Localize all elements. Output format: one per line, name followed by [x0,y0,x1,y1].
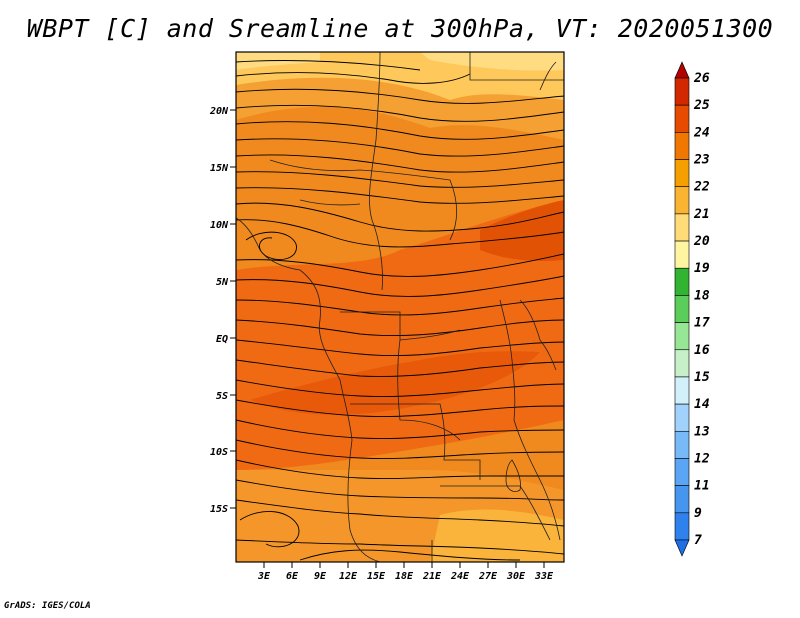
colorbar-cell [674,485,690,514]
lon-label: 12E [339,571,358,582]
chart-title: WBPT [C] and Sreamline at 300hPa, VT: 20… [26,14,774,43]
grads-credit: GrADS: IGES/COLA [4,601,91,611]
colorbar-cell [674,267,690,296]
colorbar-label: 26 [693,71,710,86]
lon-label: 33E [534,571,554,582]
colorbar-cell [674,240,690,269]
colorbar-label: 12 [694,451,710,466]
lon-label: 9E [314,571,327,582]
colorbar-label: 22 [693,180,710,195]
lon-label: 15E [367,571,386,582]
colorbar-cell [674,539,690,557]
wbpt-shading [236,52,564,562]
lon-label: 24E [450,571,470,582]
colorbar-label: 23 [693,153,710,168]
colorbar-label: 17 [694,316,710,331]
colorbar-cell [674,349,690,378]
lat-label: 10S [210,447,228,458]
colorbar-cell [674,458,690,486]
colorbar-cell [674,213,690,242]
colorbar-cell [674,61,690,79]
plot-frame [235,51,565,563]
country-borders [236,52,564,562]
colorbar-cell [674,159,690,188]
lat-label: 15N [210,163,229,174]
colorbar-cell [674,77,690,106]
lon-label: 6E [286,571,299,582]
lat-label: 20N [209,106,229,117]
lon-label: 18E [395,571,414,582]
colorbar-label: 20 [693,234,710,249]
lon-label: 27E [478,571,498,582]
colorbar-label: 9 [694,506,702,521]
colorbar-label: 24 [693,125,710,140]
colorbar-cell [674,376,690,405]
colorbar-label: 14 [694,397,710,412]
colorbar-cell [674,295,690,323]
lon-label: 3E [257,571,271,582]
colorbar-label: 19 [694,261,710,276]
colorbar-cell [674,403,690,432]
colorbar-label: 18 [694,288,710,303]
lat-axis: 20N 15N 10N 5N EQ 5S 10S 15S [209,106,236,515]
colorbar-label: 25 [693,98,710,113]
colorbar-label: 15 [694,370,710,385]
lon-label: 30E [506,571,526,582]
colorbar-label: 21 [693,207,710,222]
colorbar-cell [674,322,690,351]
lat-label: EQ [216,334,228,345]
lat-label: 5N [216,277,229,288]
colorbar-cell [674,132,690,160]
colorbar-label: 16 [694,343,710,358]
colorbar-cell [674,186,690,215]
colorbar-cell [674,430,690,459]
colorbar-label: 13 [694,424,710,439]
lat-label: 5S [216,391,228,402]
streamlines [236,59,564,561]
lat-label: 15S [210,504,228,515]
lat-label: 10N [210,220,229,231]
colorbar-label: 7 [694,533,702,548]
lon-label: 21E [422,571,442,582]
colorbar-cell [674,104,690,133]
colorbar: 26 25 24 23 22 21 20 19 18 17 16 15 14 13 12 11 9 7 [674,61,710,557]
lon-axis: 3E 6E 9E 12E 15E 18E 21E 24E 27E 30E 33E [257,562,554,582]
colorbar-cell [674,512,690,541]
colorbar-label: 11 [694,479,710,494]
